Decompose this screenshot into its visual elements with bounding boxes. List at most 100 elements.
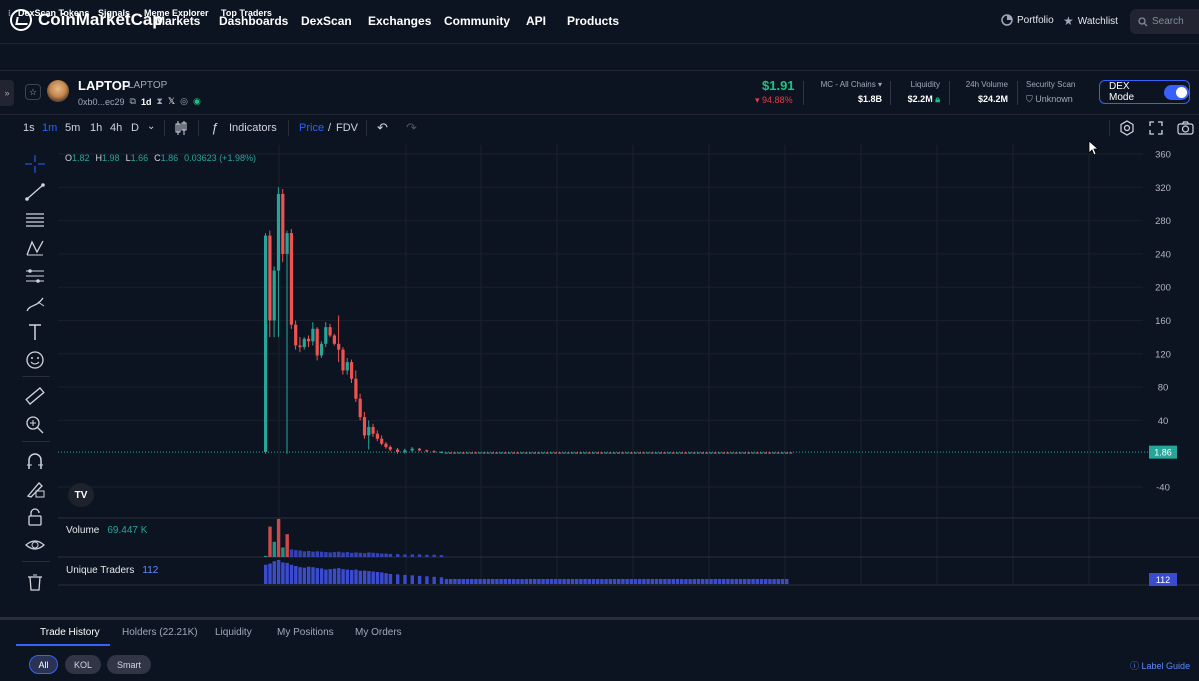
copy-icon[interactable]: ⧉ xyxy=(129,96,136,106)
trader-bar xyxy=(545,579,549,584)
ruler-icon[interactable] xyxy=(24,386,46,406)
emoji-icon[interactable] xyxy=(24,350,46,370)
undo-icon[interactable]: ↶ xyxy=(377,120,388,135)
nav-api[interactable]: API xyxy=(526,14,547,28)
magnet-icon[interactable] xyxy=(24,451,46,471)
tab-my-positions[interactable]: My Positions xyxy=(277,627,334,638)
candle-body xyxy=(294,324,298,346)
filter-row xyxy=(0,647,1199,681)
candle-body xyxy=(499,452,503,454)
trader-bar xyxy=(516,579,520,584)
token-avatar xyxy=(47,80,69,102)
divider xyxy=(22,376,50,377)
fdv-toggle[interactable]: FDV xyxy=(336,122,358,134)
mc-stat[interactable]: MC - All Chains ▾ $1.8B xyxy=(812,80,882,104)
filter-smart[interactable]: Smart xyxy=(107,655,151,674)
redo-icon[interactable]: ↷ xyxy=(406,120,417,135)
price-toggle[interactable]: Price xyxy=(299,122,325,134)
projection-icon[interactable] xyxy=(24,266,46,286)
trader-bar xyxy=(768,579,772,584)
timeframe-1h[interactable]: 1h xyxy=(90,122,103,134)
trader-bar xyxy=(667,579,671,584)
draw-lock-icon[interactable] xyxy=(24,479,46,499)
trader-bar xyxy=(671,579,675,584)
timeframe-1s[interactable]: 1s xyxy=(23,122,35,134)
candle-body xyxy=(730,452,734,454)
candle-type-icon[interactable] xyxy=(174,120,188,136)
subnav-dexscan-tokens[interactable]: DexScan Tokens xyxy=(18,8,90,18)
nav-exchanges[interactable]: Exchanges xyxy=(368,14,432,28)
y-tick-label: 40 xyxy=(1158,416,1169,427)
nav-dashboards[interactable]: Dashboards xyxy=(219,14,289,28)
candle-body xyxy=(281,193,285,254)
tab-liquidity[interactable]: Liquidity xyxy=(215,627,252,638)
trader-bar xyxy=(444,579,449,584)
socials-icon[interactable]: ⧗ xyxy=(156,96,163,106)
timeframe-d[interactable]: D xyxy=(131,122,139,134)
timeframe-dropdown-icon[interactable]: ⌄ xyxy=(147,121,156,132)
favorite-star-icon[interactable]: ☆ xyxy=(25,84,41,100)
price-change: ▾ 94.88% xyxy=(755,95,793,106)
fullscreen-icon[interactable] xyxy=(1149,121,1163,135)
nav-dexscan[interactable]: DexScan xyxy=(301,14,352,28)
nav-products[interactable]: Products xyxy=(567,14,620,28)
volume-bar xyxy=(319,551,324,557)
settings-gear-icon[interactable] xyxy=(1119,120,1135,136)
trend-line-icon[interactable] xyxy=(24,182,46,202)
candle-body xyxy=(268,235,272,321)
crosshair-icon[interactable] xyxy=(24,154,46,174)
portfolio-link[interactable]: Portfolio xyxy=(1001,14,1054,26)
subnav-meme-explorer[interactable]: Meme Explorer xyxy=(144,8,209,18)
lock-icon[interactable] xyxy=(24,507,46,527)
volume-value: 69.447 K xyxy=(107,525,148,536)
globe-icon[interactable]: ◎ xyxy=(180,96,188,106)
star-icon: ★ xyxy=(1063,14,1074,28)
tradingview-logo[interactable]: TV xyxy=(68,483,94,507)
brush-icon[interactable] xyxy=(24,294,46,314)
nav-markets[interactable]: Markets xyxy=(155,14,201,28)
candle-body xyxy=(444,452,448,454)
filter-kol[interactable]: KOL xyxy=(65,655,101,674)
watchlist-link[interactable]: ★ Watchlist xyxy=(1063,14,1118,28)
trader-bar xyxy=(380,572,384,584)
timeframe-1m[interactable]: 1m xyxy=(42,122,58,134)
label-guide-link[interactable]: ⓘ Label Guide xyxy=(1130,659,1190,672)
text-icon[interactable] xyxy=(24,322,46,342)
volume-bar xyxy=(332,552,337,557)
dex-mode-toggle[interactable]: DEX Mode xyxy=(1099,80,1190,104)
security-stat[interactable]: Security Scan ⛉ Unknown xyxy=(1026,80,1082,105)
tab-trade-history[interactable]: Trade History xyxy=(40,627,100,638)
divider xyxy=(288,120,289,136)
logo[interactable]: CoinMarketCap xyxy=(10,9,163,31)
x-icon[interactable]: 𝕏 xyxy=(167,96,176,106)
price-chart[interactable]: 3603202802402001601208040-401.8611214:05… xyxy=(58,145,1199,600)
trader-bar xyxy=(566,579,570,584)
trader-bar xyxy=(730,579,734,584)
subnav-top-traders[interactable]: Top Traders xyxy=(221,8,272,18)
top-nav xyxy=(0,0,1199,44)
zoom-in-icon[interactable] xyxy=(24,414,46,434)
expand-sidebar-button[interactable]: » xyxy=(0,80,14,106)
candle-body xyxy=(575,452,578,454)
horizontal-lines-icon[interactable] xyxy=(24,210,46,230)
camera-icon[interactable] xyxy=(1177,121,1194,135)
toggle-switch[interactable] xyxy=(1164,84,1189,100)
timeframe-4h[interactable]: 4h xyxy=(110,122,123,134)
candle-body xyxy=(375,433,379,439)
tab-holders[interactable]: Holders (22.21K) xyxy=(122,627,198,638)
search-input[interactable]: Search xyxy=(1130,9,1199,34)
trader-bar xyxy=(579,579,583,584)
trader-bar xyxy=(403,574,407,584)
filter-all[interactable]: All xyxy=(29,655,58,674)
subnav-signals[interactable]: Signals xyxy=(98,8,131,18)
nav-community[interactable]: Community xyxy=(444,14,510,28)
pattern-icon[interactable] xyxy=(24,238,46,258)
trash-icon[interactable] xyxy=(24,572,46,592)
down-arrow-icon: ▾ xyxy=(755,95,760,105)
tab-my-orders[interactable]: My Orders xyxy=(355,627,402,638)
eye-icon[interactable] xyxy=(24,535,46,555)
indicators-button[interactable]: Indicators xyxy=(229,122,277,134)
fx-icon[interactable]: ƒ xyxy=(211,120,219,135)
timeframe-5m[interactable]: 5m xyxy=(65,122,81,134)
volume-bar xyxy=(315,551,319,557)
